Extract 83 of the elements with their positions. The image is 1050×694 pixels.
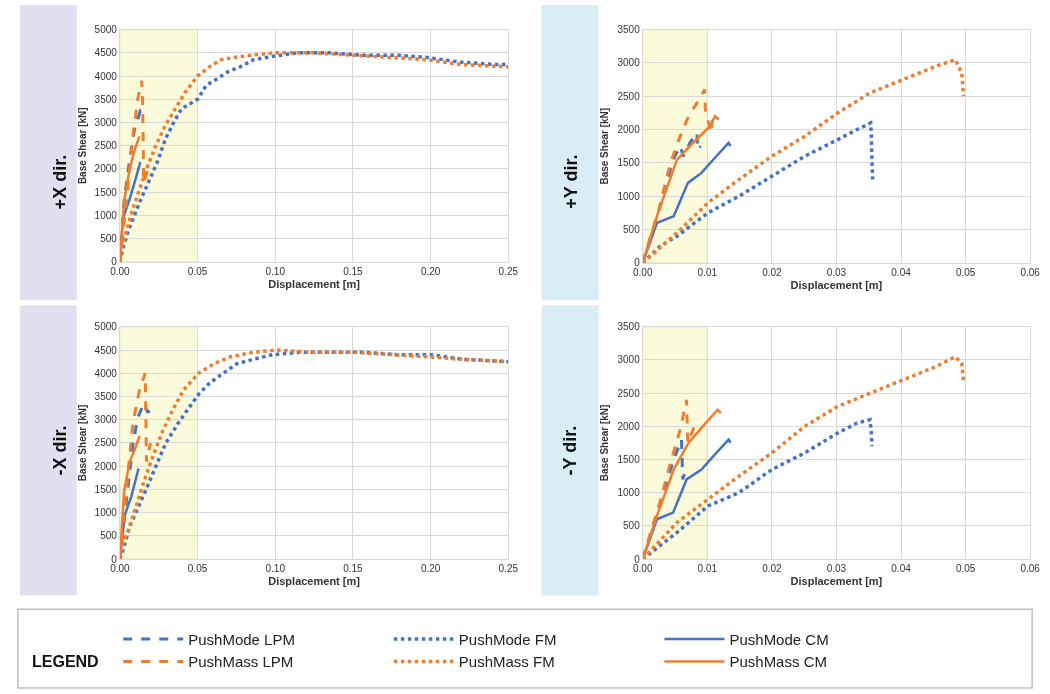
x-tick-label: 0.20 xyxy=(420,265,441,277)
y-tick-label: 2500 xyxy=(617,90,641,102)
x-tick-label: 0.15 xyxy=(343,265,364,277)
y-tick-label: 3500 xyxy=(617,24,641,36)
y-tick-label: 1000 xyxy=(94,507,118,519)
x-axis-title: Displacement [m] xyxy=(268,575,361,588)
y-tick-label: 4000 xyxy=(94,70,118,82)
x-tick-label: 0.05 xyxy=(955,563,976,575)
y-tick-label: 3000 xyxy=(617,354,641,366)
x-tick-label: 0.06 xyxy=(1020,563,1041,575)
y-tick-label: 1500 xyxy=(617,454,641,466)
y-tick-label: 1500 xyxy=(94,186,118,198)
y-tick-label: 4000 xyxy=(94,367,118,379)
x-tick-label: 0.10 xyxy=(265,563,286,575)
x-tick-label: 0.02 xyxy=(762,563,783,575)
y-axis-title: Base Shear [kN] xyxy=(76,107,88,185)
legend-label: PushMode CM xyxy=(729,630,829,648)
x-tick-label: 0.25 xyxy=(498,265,519,277)
y-tick-label: 5000 xyxy=(94,24,118,36)
x-tick-label: 0.03 xyxy=(826,266,847,278)
x-tick-label: 0.04 xyxy=(891,563,912,575)
x-tick-label: 0.00 xyxy=(110,265,131,277)
y-axis-title: Base Shear [kN] xyxy=(76,404,88,482)
y-axis-title: Base Shear [kN] xyxy=(599,404,611,482)
y-axis-title: Base Shear [kN] xyxy=(599,107,611,185)
x-tick-label: 0.01 xyxy=(697,563,718,575)
x-tick-label: 0.05 xyxy=(955,266,976,278)
y-tick-label: 2500 xyxy=(94,140,118,152)
y-tick-label: 3000 xyxy=(94,117,118,128)
legend-title: LEGEND xyxy=(32,653,99,670)
y-tick-label: 1000 xyxy=(617,487,641,499)
x-tick-label: 0.00 xyxy=(110,563,131,575)
y-tick-label: 2500 xyxy=(617,387,641,399)
x-tick-label: 0.00 xyxy=(632,266,653,278)
text: -Y dir. xyxy=(559,425,580,476)
x-tick-label: 0.03 xyxy=(826,563,847,575)
x-tick-label: 0.01 xyxy=(697,266,718,278)
y-tick-label: 0 xyxy=(111,256,118,268)
y-tick-label: 3500 xyxy=(94,391,118,402)
legend-label: PushMode FM xyxy=(458,630,557,648)
y-tick-label: 4500 xyxy=(94,47,118,59)
y-tick-label: 500 xyxy=(623,224,641,236)
y-tick-label: 0 xyxy=(634,553,641,565)
x-tick-label: 0.06 xyxy=(1020,266,1041,278)
x-tick-label: 0.05 xyxy=(187,563,208,575)
x-tick-label: 0.15 xyxy=(343,563,364,575)
y-tick-label: 5000 xyxy=(94,321,118,333)
y-tick-label: 2000 xyxy=(617,124,641,136)
x-tick-label: 0.25 xyxy=(498,563,519,575)
text: +X dir. xyxy=(50,154,71,210)
y-tick-label: 500 xyxy=(100,530,118,542)
y-tick-label: 3000 xyxy=(94,414,118,426)
y-tick-label: 3500 xyxy=(94,93,118,105)
text: -X dir. xyxy=(49,425,70,476)
x-tick-label: 0.04 xyxy=(891,266,912,278)
y-tick-label: 1500 xyxy=(94,483,118,495)
y-tick-label: 1500 xyxy=(617,157,641,169)
x-tick-label: 0.10 xyxy=(265,265,286,277)
x-tick-label: 0.05 xyxy=(187,265,208,277)
x-tick-label: 0.20 xyxy=(420,563,441,575)
legend-label: PushMass FM xyxy=(458,653,555,671)
y-tick-label: 3000 xyxy=(617,57,641,69)
legend-label: PushMass LPM xyxy=(188,653,294,671)
y-tick-label: 4500 xyxy=(94,344,118,356)
y-tick-label: 0 xyxy=(111,553,118,565)
y-tick-label: 1000 xyxy=(617,190,641,202)
y-tick-label: 2500 xyxy=(94,437,118,449)
x-tick-label: 0.00 xyxy=(632,563,653,575)
y-tick-label: 0 xyxy=(634,257,641,269)
legend-label: PushMode LPM xyxy=(188,630,295,648)
legend-label: PushMass CM xyxy=(729,653,827,671)
y-tick-label: 500 xyxy=(623,520,641,532)
y-tick-label: 3500 xyxy=(617,321,641,333)
x-axis-title: Displacement [m] xyxy=(790,575,883,588)
y-tick-label: 2000 xyxy=(94,460,118,472)
x-tick-label: 0.02 xyxy=(762,266,783,278)
y-tick-label: 1000 xyxy=(94,209,118,221)
y-tick-label: 2000 xyxy=(94,163,118,175)
x-axis-title: Displacement [m] xyxy=(790,279,883,292)
y-tick-label: 2000 xyxy=(617,420,641,432)
x-axis-title: Displacement [m] xyxy=(268,278,361,291)
text: +Y dir. xyxy=(560,154,581,209)
y-tick-label: 500 xyxy=(100,233,118,245)
